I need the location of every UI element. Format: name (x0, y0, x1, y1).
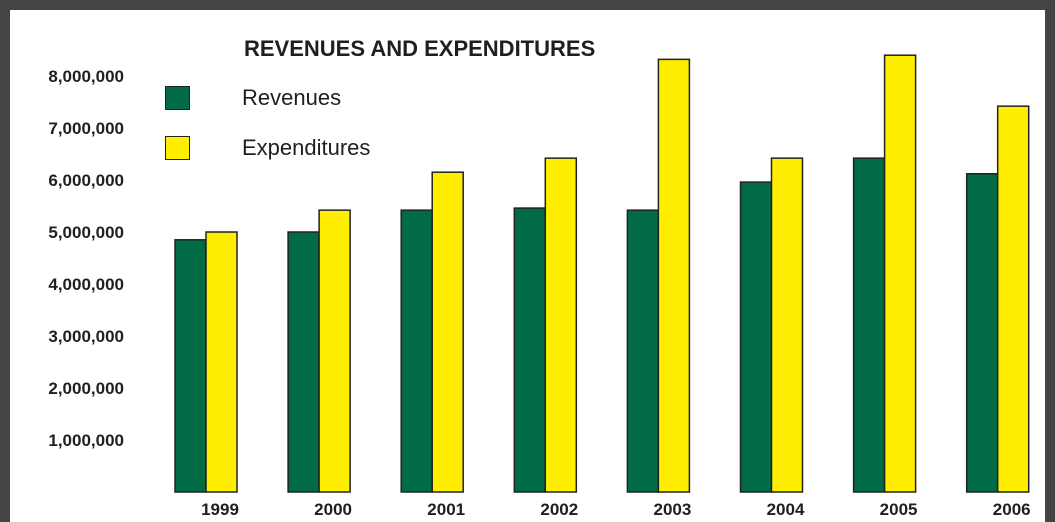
bar-expenditures-2002 (544, 157, 578, 493)
bar-revenues-2005 (852, 157, 886, 493)
x-tick-label: 2006 (993, 500, 1031, 519)
bar-expenditures-2000 (318, 209, 351, 493)
legend-swatch-revenues (165, 86, 190, 110)
bar-revenues-2003 (626, 209, 660, 493)
bar-revenues-2004 (739, 181, 773, 493)
y-tick-label: 7,000,000 (48, 119, 124, 138)
y-tick-label: 2,000,000 (48, 379, 124, 398)
legend-item-expenditures: Expenditures (165, 134, 370, 162)
y-tick-label: 3,000,000 (48, 327, 124, 346)
y-tick-label: 8,000,000 (48, 67, 124, 86)
x-tick-label: 2000 (314, 500, 352, 519)
bar-revenues-2000 (287, 231, 320, 493)
chart-title: REVENUES AND EXPENDITURES (244, 36, 596, 61)
y-tick-label: 1,000,000 (48, 431, 124, 450)
bar-revenues-2001 (400, 209, 433, 493)
x-tick-label: 2005 (880, 500, 918, 519)
x-tick-label: 1999 (201, 500, 239, 519)
legend-swatch-expenditures (165, 136, 190, 160)
legend-label-revenues: Revenues (242, 85, 342, 110)
y-tick-label: 5,000,000 (48, 223, 124, 242)
bar-expenditures-2006 (996, 105, 1030, 493)
bar-expenditures-2004 (770, 157, 804, 493)
bar-expenditures-2003 (657, 58, 691, 493)
y-tick-label: 4,000,000 (48, 275, 124, 294)
x-tick-label: 2001 (427, 500, 465, 519)
bar-expenditures-1999 (205, 231, 238, 493)
bar-revenues-2006 (965, 173, 999, 493)
bar-expenditures-2005 (883, 54, 917, 493)
legend-item-revenues: Revenues (165, 84, 341, 112)
x-tick-label: 2003 (653, 500, 691, 519)
bar-revenues-2002 (513, 207, 547, 493)
y-tick-label: 6,000,000 (48, 171, 124, 190)
bar-revenues-1999 (174, 239, 207, 493)
legend-label-expenditures: Expenditures (242, 135, 371, 160)
x-tick-label: 2004 (767, 500, 805, 519)
x-tick-label: 2002 (540, 500, 578, 519)
bar-expenditures-2001 (431, 171, 464, 493)
